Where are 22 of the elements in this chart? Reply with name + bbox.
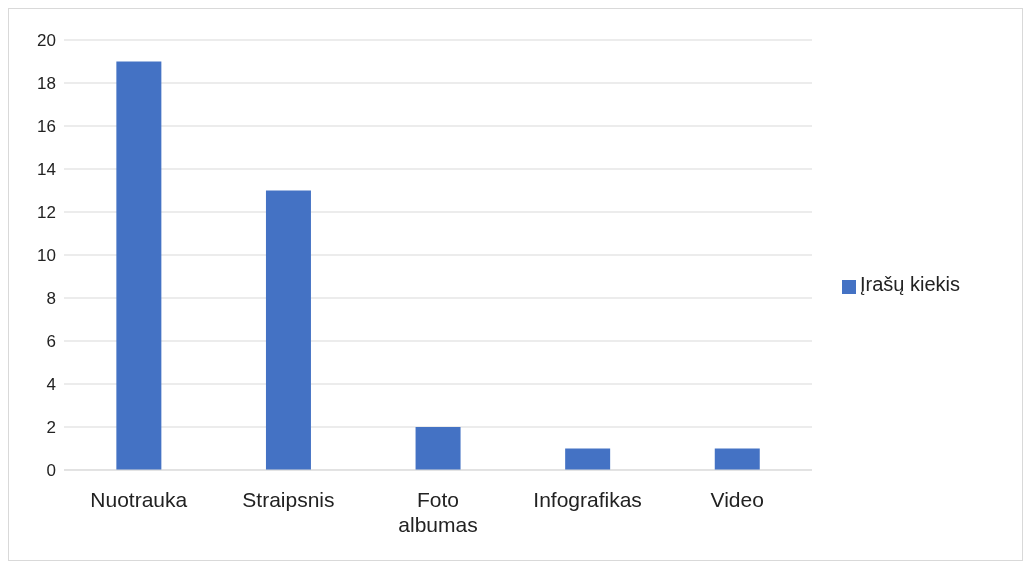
bar	[265, 190, 311, 470]
y-tick-label: 6	[46, 332, 56, 352]
legend-label: Įrašų kiekis	[860, 273, 961, 295]
y-tick-label: 12	[37, 203, 56, 223]
x-tick-label: Infografikas	[533, 487, 642, 511]
y-tick-label: 14	[37, 160, 56, 180]
y-tick-label: 18	[37, 74, 56, 94]
bar	[415, 427, 461, 470]
y-tick-label: 2	[46, 418, 56, 438]
bar	[116, 61, 162, 470]
y-tick-label: 0	[46, 461, 56, 481]
y-tick-label: 16	[37, 117, 56, 137]
bar	[714, 448, 760, 470]
x-tick-label: Straipsnis	[242, 487, 335, 511]
x-tick-label: Video	[710, 487, 764, 511]
y-tick-label: 10	[37, 246, 56, 266]
bar	[565, 448, 611, 470]
y-tick-label: 8	[46, 289, 56, 309]
y-tick-label: 4	[46, 375, 56, 395]
y-tick-label: 20	[37, 31, 56, 51]
x-tick-label: Foto albumas	[398, 487, 478, 537]
x-tick-label: Nuotrauka	[90, 487, 188, 511]
